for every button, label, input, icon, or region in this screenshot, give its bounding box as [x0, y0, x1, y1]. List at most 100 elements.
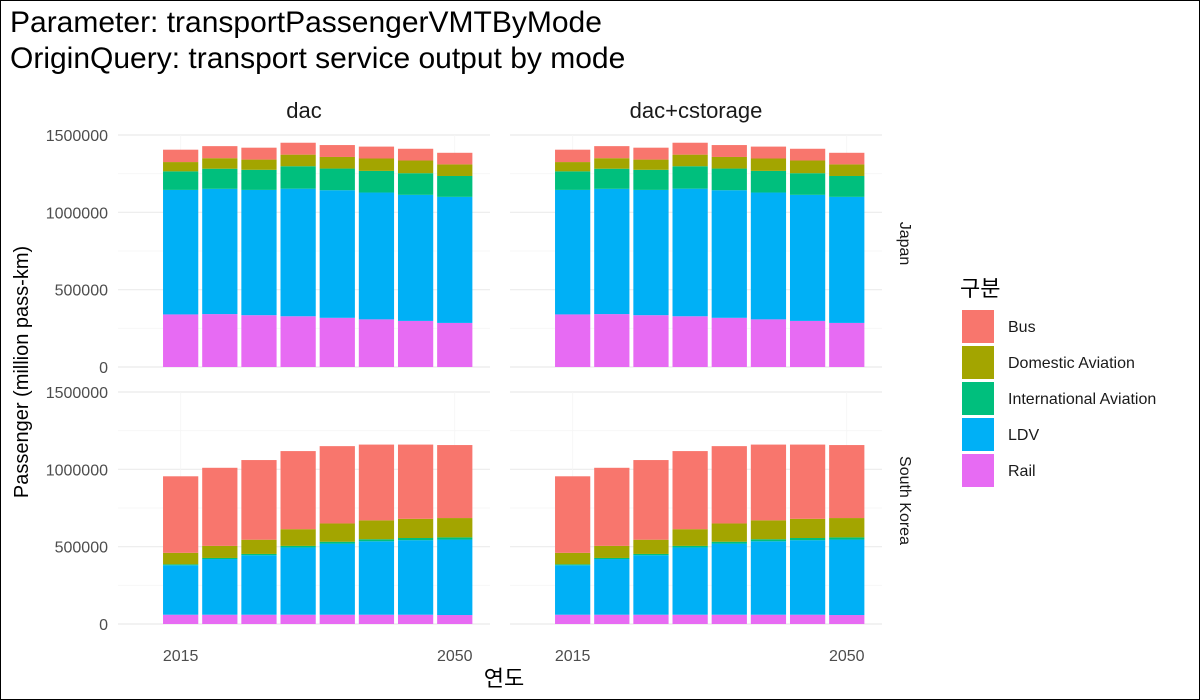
bar-south-korea-dac-domestic-aviation-2045: [397, 518, 434, 539]
bar-south-korea-dac-rail-2040: [358, 614, 395, 624]
y-tick-label: 1000000: [46, 205, 108, 222]
bar-south-korea-dac-rail-2025: [241, 614, 277, 624]
bar-japan-dac-cstorage-ldv-2045: [789, 194, 826, 321]
bar-japan-dac-cstorage-domestic-aviation-2050: [829, 164, 865, 176]
bar-south-korea-dac-domestic-aviation-2050: [437, 518, 473, 538]
bar-japan-dac-cstorage-ldv-2015: [555, 189, 591, 315]
bar-japan-dac-cstorage-bus-2025: [633, 147, 669, 160]
bar-japan-dac-cstorage-international-aviation-2045: [789, 173, 826, 195]
bar-south-korea-dac-cstorage-ldv-2015: [555, 565, 591, 615]
y-tick-label: 0: [99, 360, 108, 377]
chart-title-line1: Parameter: transportPassengerVMTByMode: [10, 6, 602, 39]
bar-japan-dac-cstorage-rail-2030: [672, 316, 708, 367]
bar-south-korea-dac-bus-2035: [319, 446, 355, 524]
bar-south-korea-dac-bus-2045: [397, 444, 434, 519]
bar-japan-dac-cstorage-ldv-2030: [672, 188, 708, 317]
bar-south-korea-dac-cstorage-ldv-2025: [633, 555, 669, 615]
bar-south-korea-dac-ldv-2045: [397, 540, 434, 615]
facet-row-label: Japan: [896, 222, 913, 266]
bar-south-korea-dac-cstorage-domestic-aviation-2050: [829, 518, 865, 538]
bar-japan-dac-domestic-aviation-2020: [202, 158, 238, 169]
legend-label-rail: Rail: [1008, 463, 1036, 480]
bar-south-korea-dac-cstorage-international-aviation-2040: [750, 539, 787, 542]
bar-japan-dac-cstorage-bus-2045: [789, 148, 826, 161]
bar-south-korea-dac-cstorage-international-aviation-2025: [633, 553, 669, 556]
bar-japan-dac-cstorage-bus-2035: [711, 145, 747, 157]
bar-south-korea-dac-cstorage-domestic-aviation-2015: [555, 552, 591, 565]
bar-south-korea-dac-domestic-aviation-2040: [358, 520, 395, 540]
bar-south-korea-dac-cstorage-bus-2050: [829, 445, 865, 519]
bar-japan-dac-cstorage-ldv-2025: [633, 189, 669, 316]
y-tick-label: 500000: [55, 540, 108, 557]
bar-south-korea-dac-cstorage-domestic-aviation-2045: [789, 518, 826, 539]
bar-japan-dac-cstorage-ldv-2040: [750, 192, 787, 320]
bar-south-korea-dac-cstorage-ldv-2050: [829, 539, 865, 616]
bar-south-korea-dac-cstorage-rail-2030: [672, 614, 708, 624]
bar-japan-dac-cstorage-domestic-aviation-2035: [711, 156, 747, 169]
bar-japan-dac-cstorage-international-aviation-2035: [711, 168, 747, 191]
bar-south-korea-dac-cstorage-bus-2020: [594, 467, 630, 546]
bar-japan-dac-cstorage-bus-2030: [672, 142, 708, 155]
bar-south-korea-dac-cstorage-domestic-aviation-2025: [633, 539, 669, 554]
legend-swatch-international-aviation: [962, 382, 994, 415]
bar-south-korea-dac-cstorage-ldv-2045: [789, 540, 826, 615]
bar-japan-dac-cstorage-domestic-aviation-2030: [672, 154, 708, 167]
bar-south-korea-dac-bus-2020: [202, 467, 238, 546]
bar-south-korea-dac-cstorage-rail-2015: [555, 614, 591, 624]
bar-japan-dac-cstorage-rail-2040: [750, 319, 787, 367]
bar-south-korea-dac-domestic-aviation-2035: [319, 523, 355, 542]
bar-south-korea-dac-ldv-2050: [437, 539, 473, 616]
bar-south-korea-dac-cstorage-ldv-2040: [750, 541, 787, 615]
bar-japan-dac-cstorage-domestic-aviation-2040: [750, 158, 787, 171]
bar-japan-dac-cstorage-ldv-2020: [594, 188, 630, 315]
bar-japan-dac-rail-2050: [437, 322, 473, 367]
bar-south-korea-dac-ldv-2030: [280, 547, 316, 615]
bar-south-korea-dac-ldv-2015: [163, 565, 199, 615]
bar-japan-dac-cstorage-bus-2020: [594, 146, 630, 159]
legend-swatch-ldv: [962, 418, 994, 451]
bar-japan-dac-rail-2030: [280, 316, 316, 367]
bar-south-korea-dac-cstorage-international-aviation-2050: [829, 537, 865, 540]
bar-south-korea-dac-bus-2015: [163, 476, 199, 553]
bar-south-korea-dac-cstorage-rail-2040: [750, 614, 787, 624]
bar-south-korea-dac-rail-2015: [163, 614, 199, 624]
bar-japan-dac-international-aviation-2035: [319, 168, 355, 191]
bar-japan-dac-cstorage-domestic-aviation-2020: [594, 158, 630, 169]
bar-japan-dac-ldv-2035: [319, 190, 355, 318]
bar-south-korea-dac-bus-2040: [358, 444, 395, 521]
bar-japan-dac-rail-2040: [358, 319, 395, 367]
bar-south-korea-dac-cstorage-ldv-2030: [672, 547, 708, 615]
y-tick-label: 1500000: [46, 385, 108, 402]
bar-south-korea-dac-cstorage-rail-2045: [789, 614, 826, 624]
bar-japan-dac-rail-2035: [319, 317, 355, 367]
bar-japan-dac-ldv-2045: [397, 194, 434, 321]
y-axis-title: Passenger (million pass-km): [11, 246, 33, 498]
bar-japan-dac-cstorage-bus-2050: [829, 152, 865, 165]
bar-japan-dac-cstorage-international-aviation-2050: [829, 175, 865, 197]
bar-south-korea-dac-cstorage-bus-2030: [672, 451, 708, 530]
bar-japan-dac-ldv-2050: [437, 196, 473, 323]
bar-south-korea-dac-domestic-aviation-2030: [280, 529, 316, 546]
bar-south-korea-dac-cstorage-ldv-2035: [711, 543, 747, 615]
bar-south-korea-dac-cstorage-international-aviation-2015: [555, 564, 591, 566]
bar-japan-dac-domestic-aviation-2045: [397, 160, 434, 174]
bar-south-korea-dac-international-aviation-2040: [358, 539, 395, 542]
facet-column-label: dac+cstorage: [630, 98, 763, 123]
bar-japan-dac-bus-2015: [163, 149, 199, 163]
bar-south-korea-dac-cstorage-ldv-2020: [594, 559, 630, 615]
bar-south-korea-dac-international-aviation-2015: [163, 564, 199, 566]
bar-south-korea-dac-cstorage-rail-2020: [594, 614, 630, 624]
bar-japan-dac-cstorage-international-aviation-2025: [633, 169, 669, 190]
bar-south-korea-dac-rail-2020: [202, 614, 238, 624]
bar-japan-dac-cstorage-domestic-aviation-2015: [555, 162, 591, 172]
bar-japan-dac-ldv-2020: [202, 188, 238, 315]
bar-south-korea-dac-ldv-2040: [358, 541, 395, 615]
bar-japan-dac-cstorage-international-aviation-2040: [750, 170, 787, 193]
y-tick-label: 500000: [55, 283, 108, 300]
bar-south-korea-dac-bus-2050: [437, 445, 473, 519]
legend-title: 구분: [960, 276, 1000, 301]
bar-south-korea-dac-international-aviation-2045: [397, 538, 434, 541]
bar-south-korea-dac-cstorage-domestic-aviation-2040: [750, 520, 787, 540]
bar-south-korea-dac-cstorage-domestic-aviation-2020: [594, 545, 630, 558]
